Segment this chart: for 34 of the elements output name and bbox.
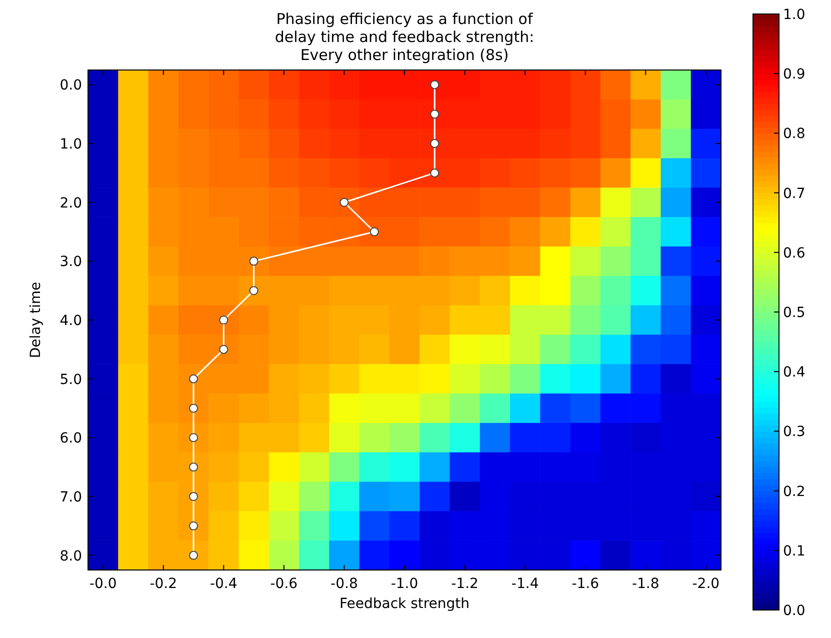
y-tick-label: 2.0 [60, 195, 82, 212]
y-tick-label: 4.0 [60, 313, 82, 329]
x-tick-label: -1.4 [511, 576, 539, 592]
color-bar-label: 0.0 [783, 603, 806, 619]
color-bar-label: 0.5 [783, 305, 806, 321]
color-bar-label: 0.2 [783, 484, 806, 500]
color-bar-label: 0.6 [783, 245, 806, 262]
x-tick-label: -0.6 [270, 576, 298, 592]
y-tick-label: 7.0 [60, 489, 82, 506]
y-tick-label: 8.0 [60, 548, 82, 564]
color-bar-label: 1.0 [783, 7, 806, 23]
x-tick-label: -0.8 [330, 576, 358, 592]
color-bar-label: 0.9 [783, 66, 806, 83]
y-tick-label: 3.0 [60, 254, 82, 270]
x-tick-label: -1.0 [390, 576, 418, 592]
y-tick-label: 6.0 [60, 430, 82, 447]
color-bar-label: 0.8 [783, 126, 806, 142]
x-tick-label: -1.8 [632, 576, 660, 592]
chart-title: Phasing efficiency as a function of delay time and feedback strength: Every other integration (8s) [274, 10, 534, 64]
x-tick-label: -1.6 [572, 576, 600, 592]
y-tick-label: 5.0 [60, 372, 82, 388]
x-tick-label: -1.2 [451, 576, 478, 592]
color-bar-label: 0.3 [783, 424, 806, 440]
color-bar-label: 0.7 [783, 186, 806, 202]
x-tick-label: -0.2 [150, 576, 178, 592]
y-tick-label: 1.0 [60, 136, 82, 153]
x-tick-label: -0.4 [210, 576, 238, 592]
x-axis-title: Feedback strength [339, 596, 470, 612]
color-bar-label: 0.1 [783, 543, 806, 560]
x-tick-label: -0.0 [89, 576, 117, 592]
y-tick-label: 0.0 [60, 78, 82, 94]
color-bar-label: 0.4 [783, 364, 806, 381]
x-tick-label: -2.0 [692, 576, 720, 592]
y-axis-title: Delay time [28, 282, 44, 358]
